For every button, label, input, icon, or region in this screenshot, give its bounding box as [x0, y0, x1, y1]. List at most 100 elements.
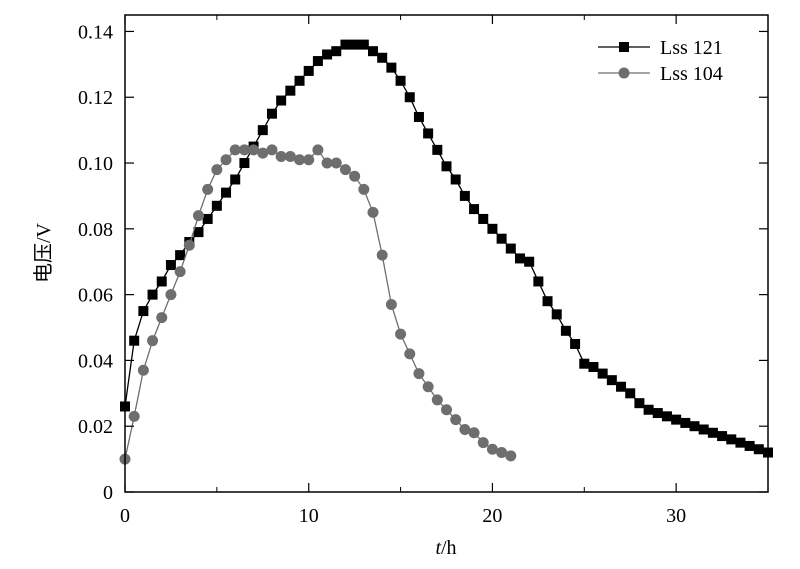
data-point	[726, 434, 737, 445]
data-point	[147, 335, 159, 347]
data-point	[175, 250, 186, 261]
data-point	[477, 437, 489, 449]
data-point	[349, 39, 360, 50]
data-point	[542, 296, 553, 307]
data-point	[570, 338, 581, 349]
x-axis-label: t/h	[435, 537, 456, 559]
data-point	[551, 309, 562, 320]
data-point	[487, 223, 498, 234]
x-tick-label: 10	[299, 505, 319, 527]
data-point	[239, 158, 250, 169]
data-point	[459, 423, 471, 435]
data-point	[469, 204, 480, 215]
data-point	[276, 95, 287, 106]
data-point	[275, 150, 287, 162]
y-tick-label: 0.04	[78, 350, 113, 372]
data-point	[349, 170, 361, 182]
y-tick-label: 0.12	[78, 87, 113, 109]
data-point	[138, 306, 149, 317]
data-point	[321, 157, 333, 169]
legend: Lss 121 Lss 104	[598, 37, 723, 85]
data-point	[220, 154, 232, 166]
x-tick-label: 20	[482, 505, 502, 527]
series-line	[124, 148, 512, 460]
x-tick-label: 30	[666, 505, 686, 527]
data-point	[450, 414, 462, 426]
data-point	[422, 381, 434, 393]
data-point	[202, 213, 213, 224]
data-point	[312, 56, 323, 67]
data-point	[505, 450, 517, 462]
y-tick-label: 0.06	[78, 285, 113, 307]
data-point	[211, 164, 223, 176]
data-point	[689, 421, 700, 432]
data-point	[432, 144, 443, 155]
series-lss-104	[119, 144, 517, 465]
data-point	[404, 348, 416, 360]
legend-marker	[619, 42, 629, 52]
data-point	[441, 404, 452, 416]
data-point	[303, 154, 315, 166]
data-point	[579, 358, 590, 369]
data-point	[193, 227, 204, 238]
data-point	[358, 39, 369, 50]
data-point	[377, 52, 388, 63]
data-point	[229, 144, 241, 156]
data-point	[744, 440, 755, 451]
y-axis-label: 电压/V	[32, 222, 55, 283]
data-point	[312, 144, 324, 156]
data-point	[248, 144, 260, 156]
data-point	[331, 46, 342, 57]
data-point	[680, 417, 691, 428]
data-point	[588, 361, 599, 372]
data-point	[230, 174, 241, 185]
data-point	[303, 65, 314, 76]
plot-frame	[124, 14, 769, 493]
data-point	[652, 408, 663, 419]
data-point	[505, 243, 516, 254]
series-line	[124, 43, 769, 454]
data-point	[330, 157, 342, 169]
data-point	[339, 164, 351, 176]
axes-layer: 0 10 20 30 0 0.02 0.04 0.06 0.08 0.10 0.12 0.14	[78, 15, 768, 527]
data-point	[496, 447, 508, 459]
data-point	[533, 276, 544, 287]
data-point	[376, 249, 388, 261]
data-point	[486, 443, 498, 455]
data-point	[496, 233, 507, 244]
data-point	[147, 289, 158, 300]
x-tick-label: 0	[120, 505, 130, 527]
data-point	[395, 75, 406, 86]
data-point	[174, 266, 186, 278]
data-point	[514, 253, 525, 264]
data-point	[625, 388, 636, 399]
data-point	[183, 239, 195, 251]
data-point	[634, 398, 645, 409]
data-point	[284, 150, 296, 162]
data-point	[129, 335, 140, 346]
data-point	[423, 128, 434, 139]
data-point	[294, 154, 306, 166]
data-point	[478, 213, 489, 224]
data-point	[128, 410, 140, 422]
data-point	[597, 368, 608, 379]
data-point	[266, 108, 277, 119]
data-point	[450, 174, 461, 185]
y-tick-label: 0.10	[78, 153, 113, 175]
data-point	[137, 364, 149, 376]
data-point	[404, 92, 415, 103]
data-point	[459, 190, 470, 201]
data-point	[257, 125, 268, 136]
data-point	[707, 427, 718, 438]
data-point	[192, 210, 204, 222]
data-point	[156, 276, 167, 287]
data-point	[468, 427, 480, 439]
y-tick-label: 0.02	[78, 416, 113, 438]
data-point	[413, 111, 424, 122]
legend-entry: Lss 121	[598, 37, 723, 59]
data-point	[698, 424, 709, 435]
y-tick-label: 0	[103, 482, 113, 504]
data-point	[238, 144, 250, 156]
data-point	[606, 375, 617, 386]
